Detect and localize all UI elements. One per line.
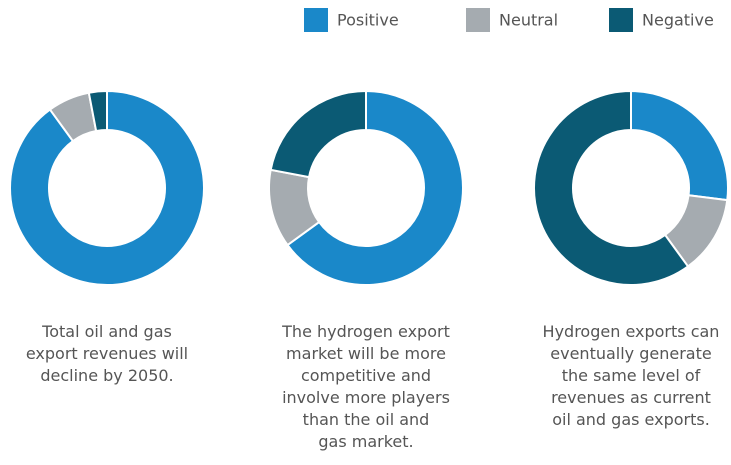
donut-slice	[533, 89, 690, 286]
caption: The hydrogen export market will be more co…	[246, 321, 486, 453]
caption-line: gas market.	[318, 432, 414, 451]
legend-swatch	[304, 8, 328, 32]
donut-slice	[269, 89, 367, 179]
caption-line: oil and gas exports.	[552, 410, 710, 429]
legend-swatch	[466, 8, 490, 32]
caption: Hydrogen exports can eventually generate t…	[511, 321, 731, 431]
legend-label: Neutral	[499, 11, 558, 30]
donut-slice	[286, 89, 464, 286]
caption-line: export revenues will	[25, 344, 189, 363]
caption-line: decline by 2050.	[40, 366, 174, 385]
legend-label: Positive	[337, 11, 399, 30]
caption-line: Hydrogen exports can	[542, 322, 720, 341]
caption: Total oil and gas export revenues will dec…	[0, 321, 227, 387]
donut-slice	[9, 89, 205, 286]
legend-label: Negative	[642, 11, 714, 30]
caption-line: revenues as current	[551, 388, 711, 407]
caption-line: competitive and	[300, 366, 432, 385]
caption-line: eventually generate	[550, 344, 712, 363]
caption-line: Total oil and gas	[42, 322, 172, 341]
caption-line: than the oil and	[302, 410, 430, 429]
caption-line: market will be more	[286, 344, 446, 363]
caption-line: the same level of	[561, 366, 701, 385]
donut-slice	[630, 89, 729, 202]
donut-slice	[87, 89, 108, 133]
legend-swatch	[609, 8, 633, 32]
caption-line: involve more players	[282, 388, 450, 407]
caption-line: The hydrogen export	[282, 322, 450, 341]
